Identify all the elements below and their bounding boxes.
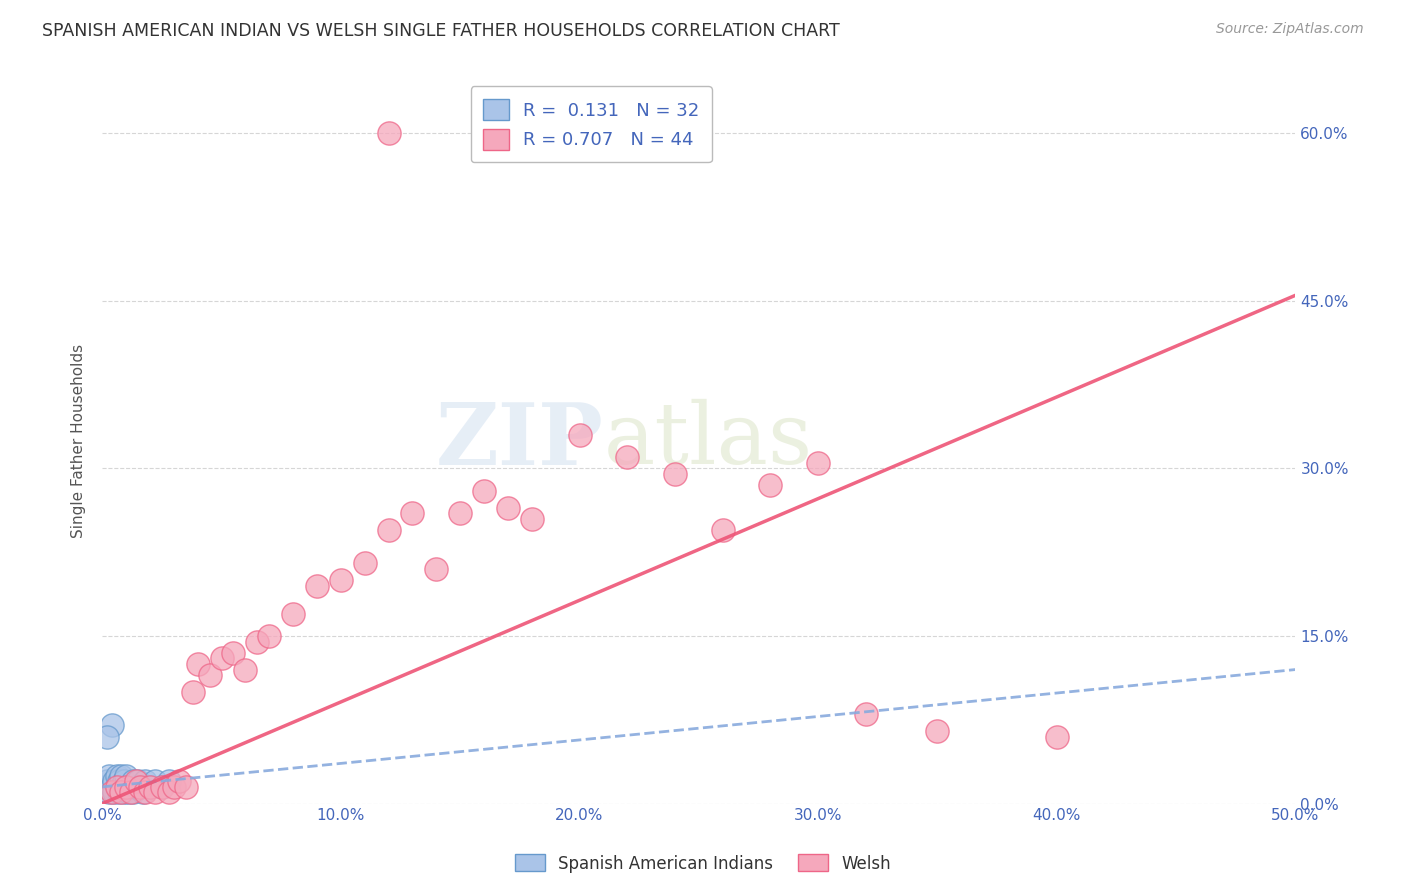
Legend: Spanish American Indians, Welsh: Spanish American Indians, Welsh [508, 847, 898, 880]
Point [198, 668, 221, 682]
Point [124, 774, 146, 789]
Point [664, 467, 686, 481]
Point [568, 428, 591, 442]
Point [150, 780, 173, 794]
Text: Source: ZipAtlas.com: Source: ZipAtlas.com [1216, 22, 1364, 37]
Point [377, 126, 399, 140]
Point [120, 785, 142, 799]
Point [100, 780, 122, 794]
Point [103, 785, 125, 799]
Point [259, 629, 281, 643]
Point [187, 657, 209, 671]
Point [211, 651, 233, 665]
Text: SPANISH AMERICAN INDIAN VS WELSH SINGLE FATHER HOUSEHOLDS CORRELATION CHART: SPANISH AMERICAN INDIAN VS WELSH SINGLE … [42, 22, 839, 40]
Point [122, 785, 145, 799]
Point [108, 774, 131, 789]
Point [174, 780, 197, 794]
Point [496, 500, 519, 515]
Point [96, 774, 118, 789]
Point [120, 780, 142, 794]
Point [96, 730, 118, 744]
Point [235, 663, 257, 677]
Point [127, 774, 149, 789]
Point [108, 785, 131, 799]
Point [150, 780, 173, 794]
Text: ZIP: ZIP [436, 399, 603, 483]
Point [115, 769, 138, 783]
Point [855, 707, 877, 722]
Point [134, 774, 156, 789]
Point [759, 478, 782, 492]
Point [115, 780, 138, 794]
Point [112, 785, 135, 799]
Point [425, 562, 447, 576]
Point [305, 579, 328, 593]
Point [117, 785, 139, 799]
Point [377, 523, 399, 537]
Point [329, 573, 352, 587]
Point [246, 634, 269, 648]
Point [105, 769, 128, 783]
Point [139, 780, 162, 794]
Point [129, 780, 152, 794]
Point [93, 780, 115, 794]
Point [222, 646, 245, 660]
Point [112, 774, 135, 789]
Point [110, 769, 132, 783]
Point [353, 557, 375, 571]
Point [139, 780, 162, 794]
Point [134, 785, 156, 799]
Point [520, 512, 543, 526]
Point [98, 769, 121, 783]
Point [100, 785, 122, 799]
Point [115, 780, 138, 794]
Point [167, 774, 190, 789]
Point [472, 483, 495, 498]
Point [100, 718, 122, 732]
Point [98, 785, 121, 799]
Point [157, 774, 180, 789]
Legend: R =  0.131   N = 32, R = 0.707   N = 44: R = 0.131 N = 32, R = 0.707 N = 44 [471, 87, 711, 162]
Point [181, 685, 204, 699]
Point [807, 456, 830, 470]
Point [103, 774, 125, 789]
Point [122, 774, 145, 789]
Point [132, 785, 155, 799]
Point [711, 523, 734, 537]
Y-axis label: Single Father Households: Single Father Households [72, 343, 86, 538]
Point [105, 780, 128, 794]
Point [927, 724, 949, 739]
Point [1046, 730, 1069, 744]
Point [449, 506, 471, 520]
Point [401, 506, 423, 520]
Point [163, 780, 186, 794]
Point [157, 785, 180, 799]
Point [616, 450, 638, 465]
Point [129, 780, 152, 794]
Point [281, 607, 304, 621]
Point [124, 780, 146, 794]
Text: atlas: atlas [603, 399, 813, 482]
Point [110, 785, 132, 799]
Point [105, 780, 128, 794]
Point [143, 785, 166, 799]
Point [143, 774, 166, 789]
Point [110, 780, 132, 794]
